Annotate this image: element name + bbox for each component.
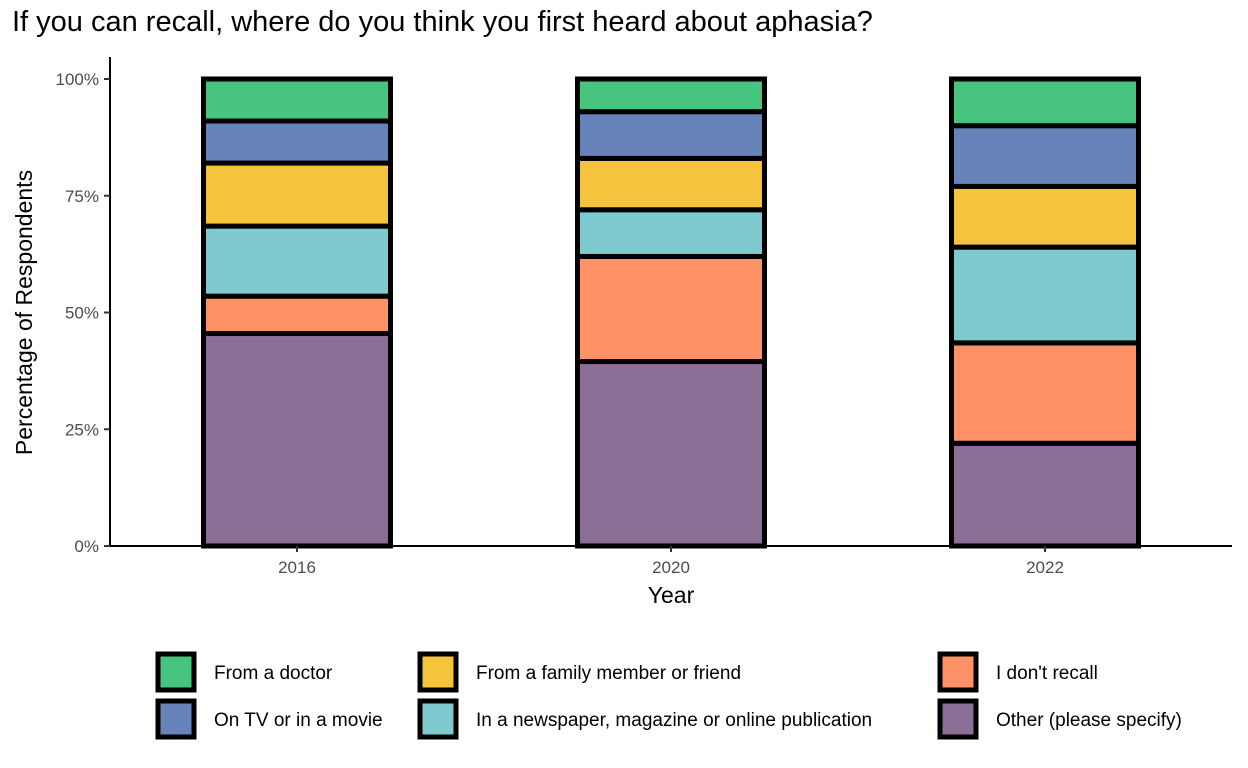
bars-group — [201, 76, 1141, 549]
bar-segment-2020-other-please-specify — [575, 359, 767, 549]
bar-segment-2016-on-tv-or-in-a-movie — [201, 118, 393, 166]
x-tick-label: 2016 — [278, 558, 316, 577]
bar-segment-2016-from-a-doctor — [201, 76, 393, 124]
bar-segment-2020-on-tv-or-in-a-movie — [575, 109, 767, 161]
legend-key-swatch — [937, 651, 979, 693]
bar-segment-2020-in-a-newspaper-magazine-or-online-publication — [575, 207, 767, 259]
y-tick-label: 100% — [56, 70, 99, 89]
y-tick-label: 75% — [65, 187, 99, 206]
bar-segment-2016-i-don-t-recall — [201, 293, 393, 337]
y-tick-label: 25% — [65, 420, 99, 439]
bar-segment-2016-from-a-family-member-or-friend — [201, 160, 393, 229]
bar-segment-2022-i-don-t-recall — [949, 340, 1141, 446]
legend-key-swatch — [417, 698, 459, 740]
bar-segment-2022-from-a-doctor — [949, 76, 1141, 129]
legend-item-in-a-newspaper-magazine-or-online-publication: In a newspaper, magazine or online publi… — [417, 698, 872, 740]
chart-title: If you can recall, where do you think yo… — [12, 6, 873, 38]
legend-item-other-please-specify: Other (please specify) — [937, 698, 1182, 740]
legend-key-swatch — [417, 651, 459, 693]
legend-key-swatch — [155, 651, 197, 693]
legend-label: From a family member or friend — [476, 663, 741, 684]
x-tick-label: 2022 — [1026, 558, 1064, 577]
bar-segment-2022-other-please-specify — [949, 440, 1141, 549]
y-tick-label: 50% — [65, 304, 99, 323]
legend-label: In a newspaper, magazine or online publi… — [476, 710, 872, 731]
legend-item-i-don-t-recall: I don't recall — [937, 651, 1098, 693]
legend-item-from-a-doctor: From a doctor — [155, 651, 333, 693]
legend-item-from-a-family-member-or-friend: From a family member or friend — [417, 651, 741, 693]
y-axis-title: Percentage of Respondents — [11, 170, 37, 455]
bar-segment-2020-from-a-doctor — [575, 76, 767, 115]
bar-segment-2022-on-tv-or-in-a-movie — [949, 123, 1141, 189]
bar-segment-2020-from-a-family-member-or-friend — [575, 155, 767, 213]
legend-item-on-tv-or-in-a-movie: On TV or in a movie — [155, 698, 383, 740]
bar-segment-2016-other-please-specify — [201, 331, 393, 549]
legend-key-swatch — [937, 698, 979, 740]
axes-group: 0% 25% 50% 75% 100% 2016 2020 2022 Year Percentag… — [11, 57, 1232, 608]
x-tick-label: 2020 — [652, 558, 690, 577]
legend-label: Other (please specify) — [996, 710, 1182, 731]
y-tick-label: 0% — [74, 537, 99, 556]
legend: From a doctor On TV or in a movie From a f… — [155, 651, 1182, 740]
bar-segment-2022-in-a-newspaper-magazine-or-online-publication — [949, 244, 1141, 346]
bar-segment-2016-in-a-newspaper-magazine-or-online-publication — [201, 223, 393, 299]
bar-segment-2020-i-don-t-recall — [575, 253, 767, 365]
legend-label: From a doctor — [214, 663, 333, 684]
legend-label: I don't recall — [996, 663, 1098, 684]
legend-key-swatch — [155, 698, 197, 740]
bar-segment-2022-from-a-family-member-or-friend — [949, 183, 1141, 250]
legend-label: On TV or in a movie — [214, 710, 383, 731]
x-axis-title: Year — [648, 582, 695, 608]
